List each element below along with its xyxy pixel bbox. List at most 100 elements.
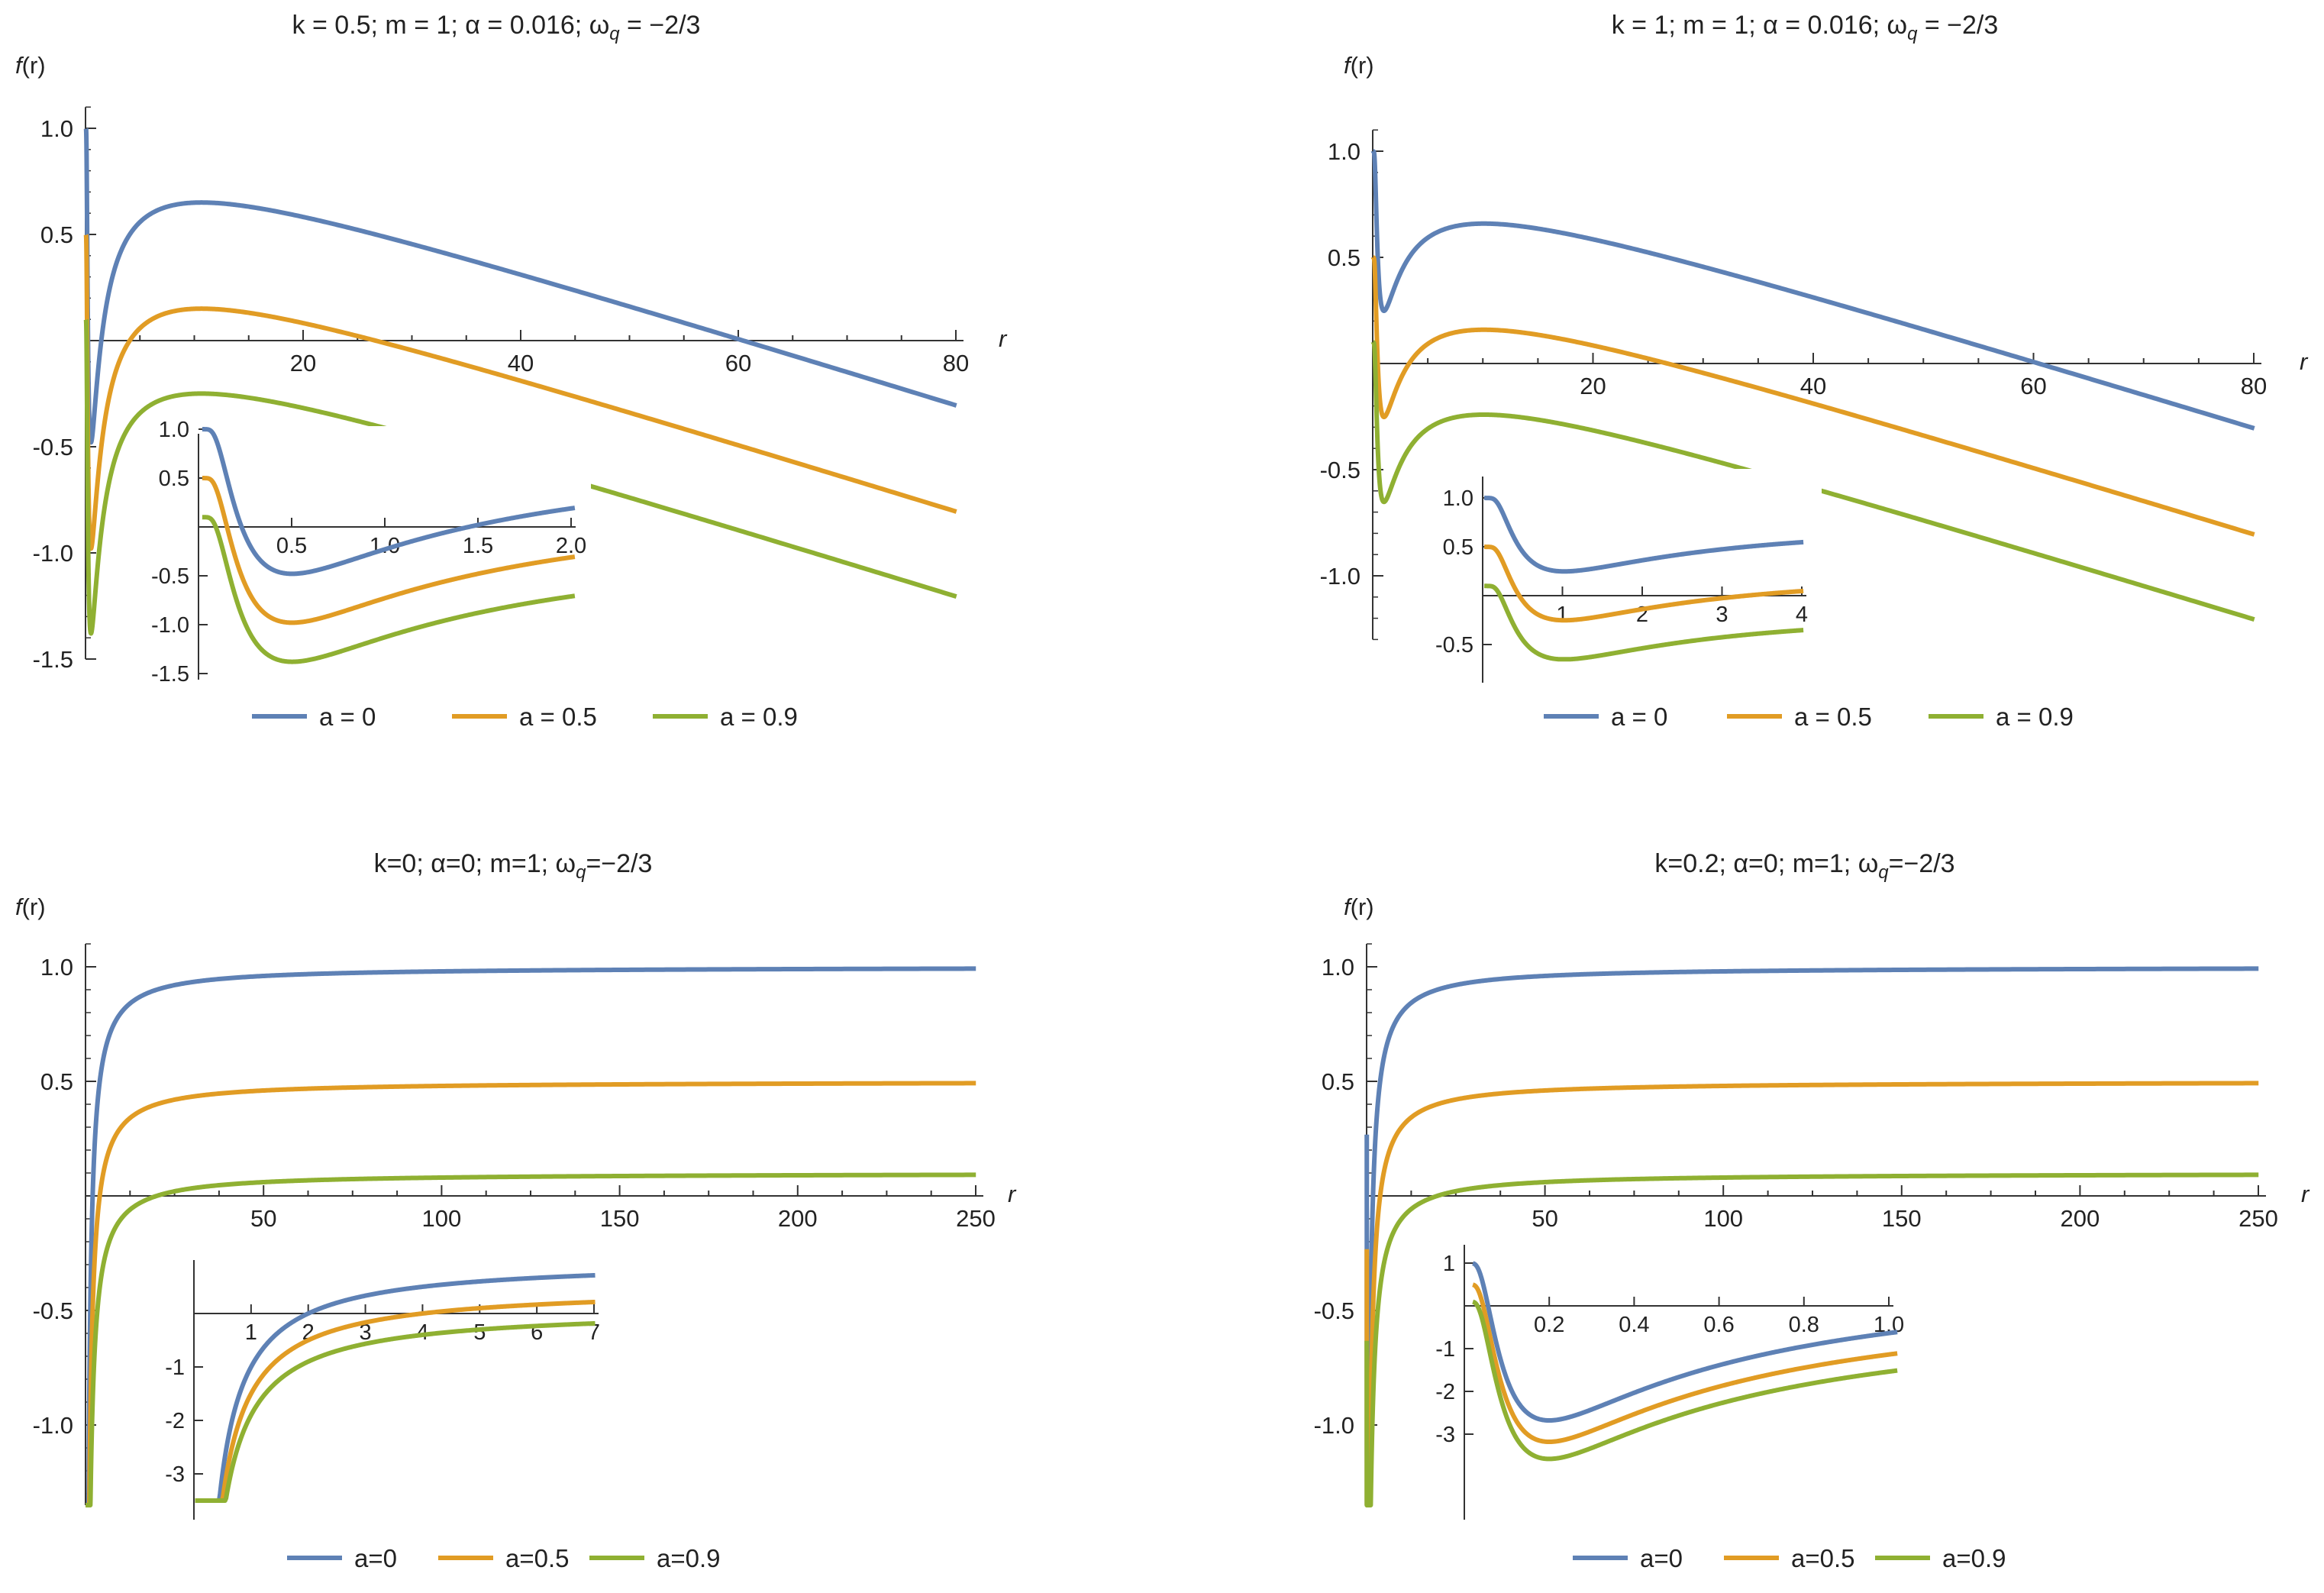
legend-label-a09: a=0.9: [1942, 1544, 2006, 1572]
inset-background: [195, 426, 591, 687]
inset-background: [1461, 1237, 1909, 1527]
inset-series-line-a05: [1471, 1282, 1899, 1445]
x-tick-label: 80: [2241, 373, 2267, 399]
inset-series-line-a0: [201, 427, 576, 577]
series-line-a09: [1364, 1172, 2259, 1507]
y-tick-label: -1.0: [1314, 1412, 1354, 1439]
inset-y-tick-label: -2: [1435, 1380, 1455, 1404]
inset-x-tick-label: 1: [1556, 603, 1568, 627]
chart-title-tail: = −2/3: [620, 11, 701, 40]
inset-x-tick-label: 0.8: [1789, 1313, 1819, 1337]
y-tick-label: 1.0: [1328, 138, 1361, 165]
inset-series-line-a09: [201, 515, 576, 664]
y-axis-label-r: (r): [1351, 893, 1374, 920]
inset-series-line-a05: [201, 476, 576, 625]
y-tick-label: -1.0: [33, 540, 73, 567]
inset-series-line-a0: [1471, 1261, 1899, 1423]
x-tick-label: 50: [250, 1205, 276, 1232]
y-tick-label: 0.5: [1322, 1068, 1354, 1095]
legend-label-a09: a=0.9: [657, 1544, 721, 1572]
y-tick-label: 0.5: [40, 221, 73, 248]
inset-series-line-a09: [1471, 1299, 1899, 1462]
x-tick-label: 40: [508, 350, 534, 376]
x-tick-label: 60: [725, 350, 751, 376]
y-tick-label: -0.5: [33, 1297, 73, 1324]
inset-series-line-a05: [193, 1299, 597, 1503]
inset-y-tick-label: 1: [1443, 1252, 1455, 1276]
inset-y-tick-label: 0.5: [159, 467, 189, 491]
chart-title: k=0.2; α=0; m=1; ωq=−2/3: [1654, 849, 1954, 883]
inset-x-tick-label: 2.0: [556, 534, 586, 558]
chart-panel-4: k=0.2; α=0; m=1; ωq=−2/3 f(r) r 50 100 150 200…: [1314, 849, 2310, 1572]
series-line-a0: [1364, 966, 2259, 1507]
inset-series-line-a0: [193, 1272, 597, 1503]
y-tick-label: 1.0: [1322, 954, 1354, 981]
inset-plot: 1 2 3 4-0.50.51.0: [1435, 469, 1822, 690]
chart-title: k = 1; m = 1; α = 0.016; ωq = −2/3: [1612, 11, 1999, 44]
y-tick-label: 1.0: [40, 954, 73, 981]
inset-y-tick-label: -3: [165, 1462, 185, 1487]
x-tick-label: 250: [956, 1205, 996, 1232]
x-tick-label: 100: [422, 1205, 462, 1232]
legend-label-a0: a = 0: [1611, 703, 1667, 731]
x-axis-label: r: [999, 325, 1008, 352]
series-line-a05: [1370, 255, 2255, 537]
x-tick-label: 150: [600, 1205, 640, 1232]
legend-label-a05: a=0.5: [1791, 1544, 1855, 1572]
y-axis-label-r: (r): [1351, 52, 1374, 79]
y-tick-label: -1.5: [33, 646, 73, 673]
chart-panel-1: k = 0.5; m = 1; α = 0.016; ωq = −2/3 f(r)…: [15, 11, 1008, 731]
inset-y-tick-label: -0.5: [1435, 633, 1473, 658]
chart-title-subscript: q: [1907, 24, 1918, 44]
legend-label-a05: a = 0.5: [519, 703, 597, 731]
inset-x-tick-label: 0.2: [1534, 1313, 1564, 1337]
y-tick-label: -1.0: [1320, 563, 1361, 590]
series-line-a09: [1370, 340, 2255, 622]
series-line-a09: [83, 1172, 976, 1507]
inset-x-tick-label: 3: [360, 1320, 372, 1345]
inset-y-tick-label: -1.5: [151, 662, 189, 687]
x-tick-label: 50: [1532, 1205, 1557, 1232]
y-tick-label: 0.5: [40, 1068, 73, 1095]
inset-x-tick-label: 0.5: [276, 534, 307, 558]
legend-label-a0: a=0: [1640, 1544, 1683, 1572]
x-tick-label: 40: [1800, 373, 1826, 399]
chart-title-subscript: q: [576, 862, 586, 883]
x-tick-label: 20: [290, 350, 316, 376]
y-axis-label: f(r): [1344, 52, 1374, 79]
chart-title-tail: =−2/3: [586, 849, 652, 878]
inset-x-tick-label: 4: [1796, 603, 1808, 627]
inset-series-line-a09: [1483, 583, 1806, 662]
inset-plot: 0.2 0.4 0.6 0.8 1.0-3-2-11: [1435, 1237, 1909, 1527]
series-line-a0: [1370, 149, 2255, 431]
chart-title-main: k=0.2; α=0; m=1; ω: [1654, 849, 1878, 878]
legend-label-a05: a=0.5: [505, 1544, 570, 1572]
inset-x-tick-label: 5: [473, 1320, 486, 1345]
y-tick-label: -1.0: [33, 1412, 73, 1439]
x-tick-label: 80: [943, 350, 969, 376]
series-line-a09: [83, 317, 957, 636]
inset-y-tick-label: -1: [1435, 1337, 1455, 1362]
inset-y-tick-label: -0.5: [151, 564, 189, 589]
inset-x-tick-label: 0.6: [1703, 1313, 1734, 1337]
inset-plot: 0.5 1.0 1.5 2.0-1.5-1.0-0.50.51.0: [151, 418, 591, 687]
legend: a=0 a=0.5 a=0.9: [1573, 1544, 2006, 1572]
inset-x-tick-label: 0.4: [1619, 1313, 1649, 1337]
legend: a=0 a=0.5 a=0.9: [287, 1544, 721, 1572]
series-line-a05: [83, 1081, 976, 1507]
x-tick-label: 200: [778, 1205, 818, 1232]
inset-series-line-a09: [193, 1320, 597, 1503]
y-tick-label: 0.5: [1328, 244, 1361, 271]
x-axis-label: r: [2301, 1181, 2310, 1207]
inset-x-tick-label: 7: [588, 1320, 600, 1345]
inset-x-tick-label: 1: [245, 1320, 257, 1345]
inset-y-tick-label: 1.0: [159, 418, 189, 442]
chart-title-tail: =−2/3: [1889, 849, 1955, 878]
series-line-a0: [83, 126, 957, 445]
chart-title-subscript: q: [609, 24, 620, 44]
y-tick-label: -0.5: [33, 434, 73, 460]
y-tick-label: -0.5: [1320, 457, 1361, 483]
x-axis-label: r: [1008, 1181, 1017, 1207]
chart-title-main: k=0; α=0; m=1; ω: [374, 849, 576, 878]
inset-y-tick-label: -1: [165, 1356, 185, 1380]
